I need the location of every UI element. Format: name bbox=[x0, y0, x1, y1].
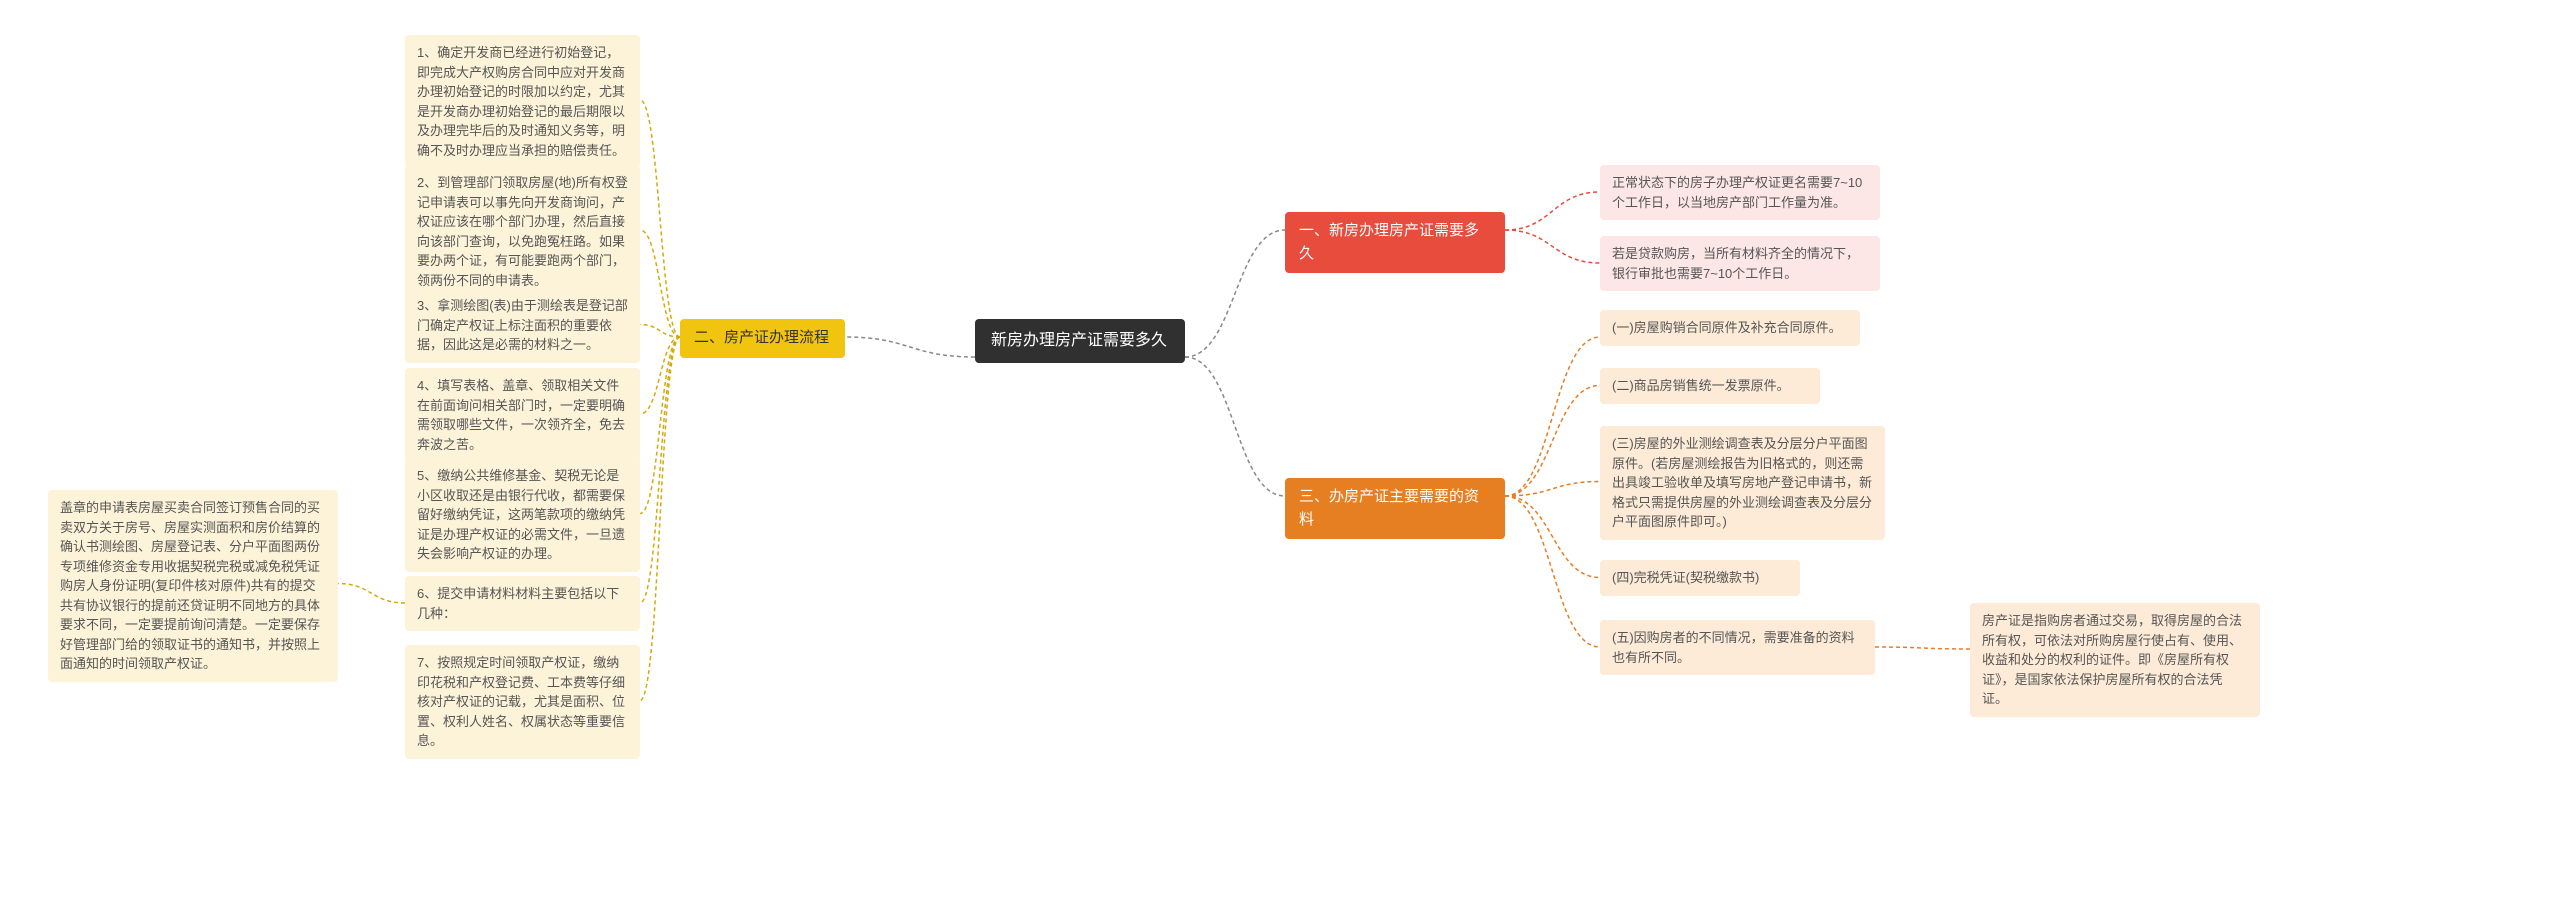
root-node: 新房办理房产证需要多久 bbox=[975, 319, 1185, 363]
leaf-b3-3: (四)完税凭证(契税缴款书) bbox=[1600, 560, 1800, 596]
leaf-b2-1: 2、到管理部门领取房屋(地)所有权登记申请表可以事先向开发商询问，产权证应该在哪… bbox=[405, 165, 640, 298]
leaf-b3-4: (五)因购房者的不同情况，需要准备的资料也有所不同。 bbox=[1600, 620, 1875, 675]
leaf-b2-5: 6、提交申请材料材料主要包括以下几种： bbox=[405, 576, 640, 631]
leaf-b2-4: 5、缴纳公共维修基金、契税无论是小区收取还是由银行代收，都需要保留好缴纳凭证，这… bbox=[405, 458, 640, 572]
leaf-b2-3: 4、填写表格、盖章、领取相关文件在前面询问相关部门时，一定要明确需领取哪些文件，… bbox=[405, 368, 640, 462]
leaf-b3-0: (一)房屋购销合同原件及补充合同原件。 bbox=[1600, 310, 1860, 346]
leaf-b1-0: 正常状态下的房子办理产权证更名需要7~10个工作日，以当地房产部门工作量为准。 bbox=[1600, 165, 1880, 220]
leaf-b2-6: 7、按照规定时间领取产权证，缴纳印花税和产权登记费、工本费等仔细核对产权证的记载… bbox=[405, 645, 640, 759]
leaf-b3-4-sub: 房产证是指购房者通过交易，取得房屋的合法所有权，可依法对所购房屋行使占有、使用、… bbox=[1970, 603, 2260, 717]
branch-b3[interactable]: 三、办房产证主要需要的资料 bbox=[1285, 478, 1505, 539]
leaf-b2-0: 1、确定开发商已经进行初始登记，即完成大产权购房合同中应对开发商办理初始登记的时… bbox=[405, 35, 640, 168]
leaf-b2-2: 3、拿测绘图(表)由于测绘表是登记部门确定产权证上标注面积的重要依据，因此这是必… bbox=[405, 288, 640, 363]
leaf-b1-1: 若是贷款购房，当所有材料齐全的情况下，银行审批也需要7~10个工作日。 bbox=[1600, 236, 1880, 291]
leaf-b2-5-sub: 盖章的申请表房屋买卖合同签订预售合同的买卖双方关于房号、房屋实测面积和房价结算的… bbox=[48, 490, 338, 682]
branch-b2[interactable]: 二、房产证办理流程 bbox=[680, 319, 845, 358]
leaf-b3-1: (二)商品房销售统一发票原件。 bbox=[1600, 368, 1820, 404]
branch-b1[interactable]: 一、新房办理房产证需要多久 bbox=[1285, 212, 1505, 273]
leaf-b3-2: (三)房屋的外业测绘调查表及分层分户平面图原件。(若房屋测绘报告为旧格式的，则还… bbox=[1600, 426, 1885, 540]
